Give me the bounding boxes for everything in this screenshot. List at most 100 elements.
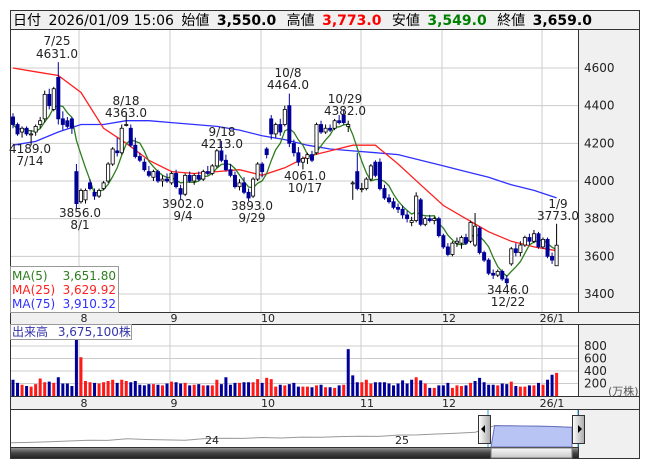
candle-body (287, 105, 292, 144)
volume-bar (142, 385, 146, 396)
candle-body (409, 220, 414, 223)
volume-bar (392, 385, 396, 396)
volume-bar (373, 382, 377, 396)
volume-bar (487, 384, 491, 396)
candle-body (169, 173, 174, 184)
price-tick-label: 3400 (584, 287, 615, 301)
scrollbar-track[interactable] (10, 447, 579, 459)
volume-bar (269, 379, 273, 396)
volume-bar (16, 382, 20, 396)
candle (405, 211, 410, 223)
candle-body (88, 182, 93, 189)
volume-bar (305, 386, 309, 396)
candle (137, 152, 142, 163)
candle-body (205, 171, 210, 174)
volume-bar (179, 383, 183, 396)
candles (10, 62, 559, 286)
volume-bar (450, 387, 454, 396)
candle (300, 156, 305, 170)
volume-bar (174, 382, 178, 396)
annotation-label: 10/29 (328, 92, 363, 106)
navigator[interactable]: 24 25 (10, 410, 585, 459)
volume-bar (428, 387, 432, 396)
candle-body (282, 109, 287, 125)
candle (454, 237, 459, 247)
candle-body (423, 218, 428, 225)
candle-body (142, 161, 147, 171)
candle-body (513, 248, 518, 253)
candle (364, 177, 369, 191)
volume-bar (446, 382, 450, 396)
candle-body (500, 270, 505, 280)
volume-value: 3,675,100株 (58, 324, 131, 339)
ma75-line (12, 120, 557, 199)
annotation-label: 3856.0 (59, 206, 101, 220)
candle-body (319, 124, 324, 133)
volume-bar (106, 381, 110, 396)
volume-bar (206, 385, 210, 396)
volume-bar (192, 384, 196, 396)
volume-bar (238, 382, 241, 396)
candle (391, 197, 396, 210)
candle (192, 173, 197, 185)
volume-bar (369, 383, 373, 396)
volume-bar (401, 380, 405, 396)
volume-bar (188, 385, 192, 396)
candle-body (246, 191, 251, 199)
candle (106, 162, 111, 183)
ma-legend: MA(5) 3,651.80 MA(25) 3,629.92 MA(75) 3,… (10, 266, 119, 313)
volume-bar (251, 382, 255, 396)
volume-bar (296, 386, 300, 396)
volume-bar (464, 385, 468, 396)
candle-body (350, 182, 355, 185)
annotation-label: 4631.0 (36, 47, 78, 61)
candle (83, 188, 88, 204)
candle-body (554, 244, 559, 267)
price-tick-label: 4600 (584, 61, 615, 75)
volume-bar (319, 384, 323, 396)
volume-bar (43, 382, 47, 396)
candle-body (522, 237, 527, 246)
close-value: 3,659.0 (533, 13, 593, 29)
volume-bar (346, 349, 350, 396)
candle (38, 116, 43, 129)
scrollbar-thumb[interactable] (490, 447, 573, 459)
candle-body (405, 214, 410, 220)
candle (33, 124, 38, 136)
volume-bar (47, 381, 51, 396)
candle-body (56, 77, 61, 120)
candle (223, 154, 228, 172)
volume-bar (133, 381, 137, 396)
volume-bar (260, 382, 264, 396)
candle-body (165, 178, 170, 182)
candle (88, 179, 93, 191)
annotation-label: 8/1 (70, 218, 89, 232)
volume-bar (138, 384, 142, 396)
candle (264, 147, 269, 159)
volume-bar (115, 382, 119, 396)
candle (323, 124, 328, 134)
volume-bar (93, 382, 97, 396)
candle (328, 124, 333, 133)
candle (273, 122, 278, 138)
annotation-label: 3902.0 (162, 197, 204, 211)
volume-bar (514, 386, 518, 396)
candle-body (192, 174, 197, 182)
volume-bar (129, 382, 133, 396)
annotation-label: 9/18 (209, 125, 236, 139)
candle-body (296, 152, 301, 163)
volume-bar (88, 382, 92, 396)
candle (436, 216, 441, 238)
volume-bar (360, 382, 364, 396)
volume-bar (265, 377, 269, 396)
candle-body (178, 188, 183, 195)
annotation-label: 4213.0 (201, 137, 243, 151)
volume-bar (56, 377, 60, 396)
candle-body (504, 278, 509, 284)
candle (463, 233, 468, 246)
candle-body (541, 238, 546, 248)
candle (160, 175, 165, 187)
annotation-label: 10/8 (275, 66, 302, 80)
volume-bar (52, 382, 56, 396)
